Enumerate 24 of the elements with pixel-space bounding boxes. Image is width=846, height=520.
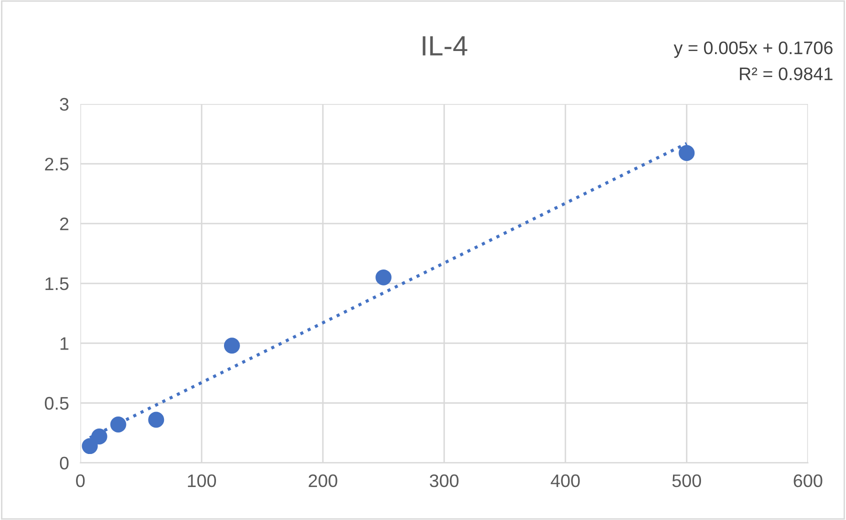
point	[376, 269, 392, 286]
x-tick-label: 600	[794, 474, 822, 488]
text: R² = 0.9841	[740, 67, 832, 80]
chart-title: IL-4	[422, 36, 468, 56]
point	[224, 338, 240, 354]
x-tick-label: 300	[430, 474, 459, 488]
y-tick-label: 2	[60, 218, 68, 230]
y-tick-label: 3	[60, 98, 68, 111]
y-tick-label: 1	[60, 337, 68, 350]
y-tick-label: 2.5	[45, 158, 69, 171]
point	[110, 416, 126, 433]
x-tick-label: 100	[188, 474, 216, 488]
y-tick-label: 0	[60, 456, 69, 470]
x-tick-label: 500	[672, 474, 702, 488]
point	[91, 428, 108, 444]
point	[82, 438, 98, 454]
x-tick-label: 200	[308, 474, 338, 488]
x-tick-label: 0	[76, 474, 85, 488]
point	[148, 412, 164, 428]
point	[678, 145, 695, 162]
y-tick-label: 1.5	[46, 278, 69, 290]
x-tick-label: 400	[550, 474, 580, 488]
text: y = 0.005x + 0.1706	[674, 41, 833, 58]
y-tick-label: 0.5	[44, 396, 69, 410]
